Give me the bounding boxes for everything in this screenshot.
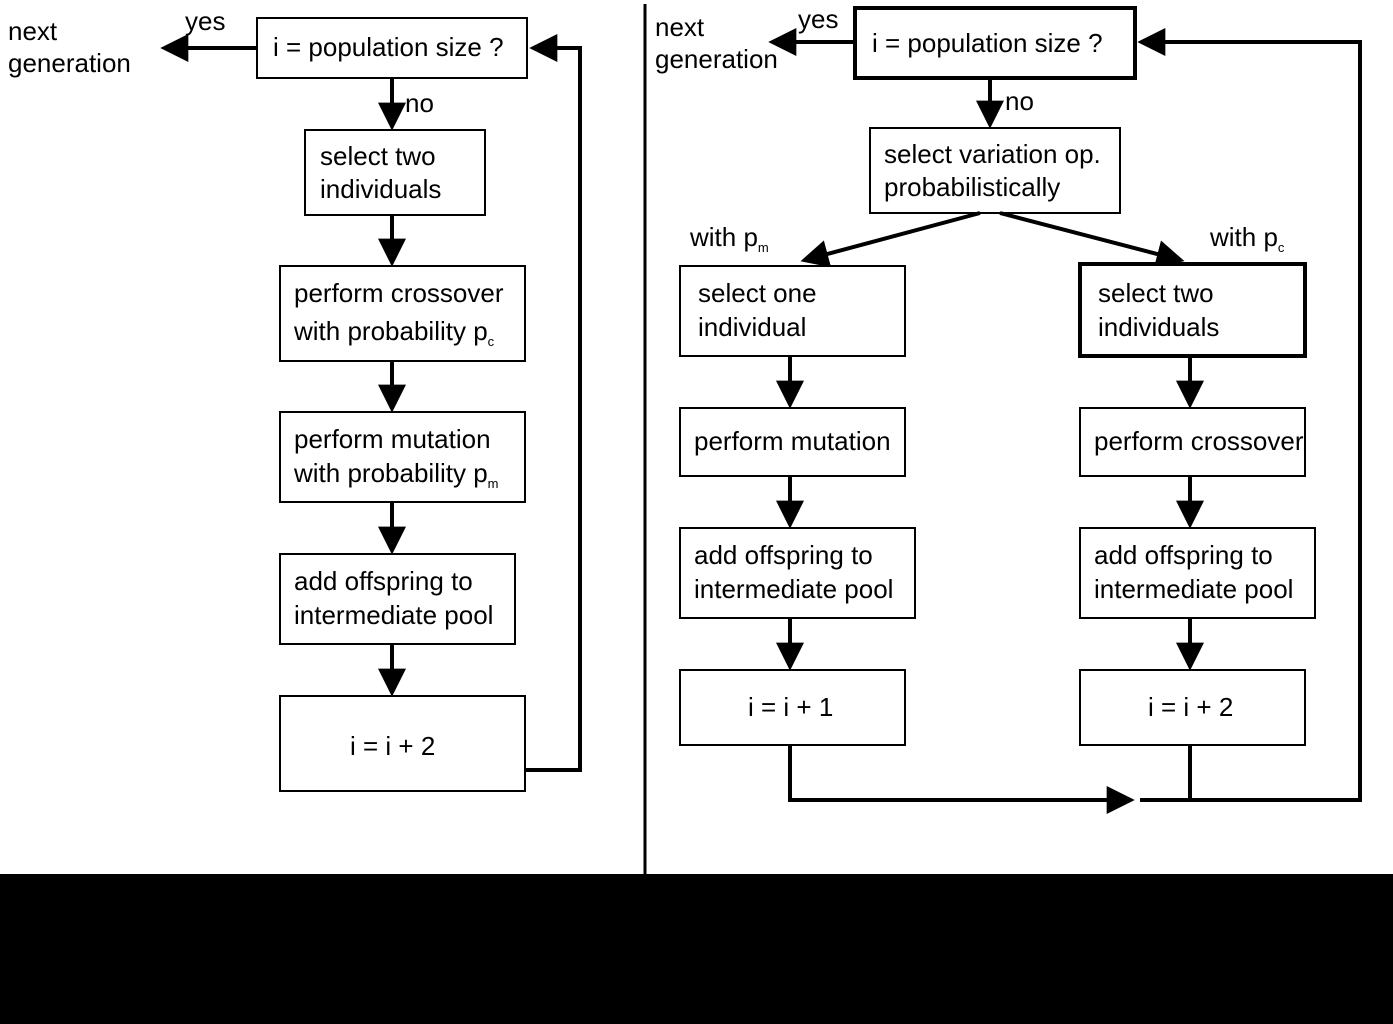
right-b1-l1: select variation op. xyxy=(884,139,1101,169)
right-branch-left xyxy=(805,213,980,260)
right-with-pm: with pm xyxy=(689,222,769,255)
left-decision-text: i = population size ? xyxy=(273,32,504,62)
left-b1-l2: individuals xyxy=(320,174,441,204)
right-c2-text: perform crossover xyxy=(1094,426,1304,456)
left-b4-l1: add offspring to xyxy=(294,566,473,596)
right-merge-right xyxy=(1140,745,1190,800)
right-branch-right xyxy=(1000,213,1180,260)
right-decision-text: i = population size ? xyxy=(872,28,1103,58)
right-with-pc: with pc xyxy=(1209,222,1285,255)
left-b3-l1: perform mutation xyxy=(294,424,491,454)
left-yes-label: yes xyxy=(185,6,225,36)
left-b4-l2: intermediate pool xyxy=(294,600,493,630)
right-diagram: i = population size ? yes next generatio… xyxy=(645,4,1360,874)
right-m4-text: i = i + 1 xyxy=(748,692,833,722)
left-no-label: no xyxy=(405,88,434,118)
right-c1-l2: individuals xyxy=(1098,312,1219,342)
right-no-label: no xyxy=(1005,86,1034,116)
left-b1-l1: select two xyxy=(320,141,436,171)
left-b3-l2: with probability pm xyxy=(293,458,499,491)
left-diagram: i = population size ? yes next generatio… xyxy=(8,6,580,791)
left-feedback xyxy=(525,48,580,770)
right-b1-l2: probabilistically xyxy=(884,172,1060,202)
right-nextgen-l2: generation xyxy=(655,44,778,74)
left-b2-l1: perform crossover xyxy=(294,278,504,308)
left-nextgen-l2: generation xyxy=(8,48,131,78)
right-nextgen-l1: next xyxy=(655,12,705,42)
bottom-bar xyxy=(0,874,1393,1024)
right-c4-text: i = i + 2 xyxy=(1148,692,1233,722)
left-b2-l2: with probability pc xyxy=(293,316,495,349)
left-nextgen-l1: next xyxy=(8,16,58,46)
right-m2-text: perform mutation xyxy=(694,426,891,456)
right-m1-l2: individual xyxy=(698,312,806,342)
right-merge-left xyxy=(790,745,1130,800)
right-yes-label: yes xyxy=(798,4,838,34)
right-m3-l2: intermediate pool xyxy=(694,574,893,604)
left-b5-text: i = i + 2 xyxy=(350,731,435,761)
right-c3-l1: add offspring to xyxy=(1094,540,1273,570)
right-c1-l1: select two xyxy=(1098,278,1214,308)
right-m3-l1: add offspring to xyxy=(694,540,873,570)
right-c3-l2: intermediate pool xyxy=(1094,574,1293,604)
right-m1-l1: select one xyxy=(698,278,817,308)
